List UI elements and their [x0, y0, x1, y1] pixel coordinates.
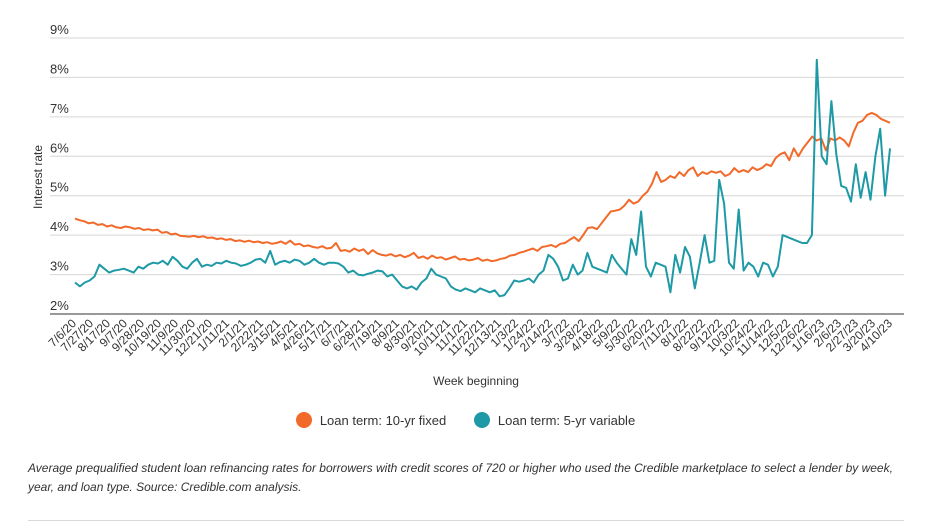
- y-tick-label: 6%: [50, 140, 69, 155]
- y-tick-label: 3%: [50, 259, 69, 274]
- line-chart: 2% 3% 4% 5% 6% 7% 8% 9% 7/6/207/27/208/17/209/7…: [31, 22, 904, 388]
- x-axis-ticks: 7/6/207/27/208/17/209/7/209/28/2010/19/2…: [46, 316, 896, 359]
- y-tick-label: 8%: [50, 61, 69, 76]
- legend: Loan term: 10-yr fixed Loan term: 5-yr v…: [0, 412, 931, 431]
- divider: [28, 520, 904, 521]
- chart-caption: Average prequalified student loan refina…: [28, 461, 893, 494]
- legend-swatch-5yr-variable: [473, 412, 490, 428]
- legend-item-5yr-variable: Loan term: 5-yr variable: [473, 412, 636, 428]
- x-axis-label: Week beginning: [433, 374, 519, 388]
- y-tick-label: 5%: [50, 180, 69, 195]
- y-axis-label: Interest rate: [31, 145, 45, 209]
- y-tick-label: 9%: [50, 22, 69, 37]
- legend-label-10yr-fixed: Loan term: 10-yr fixed: [319, 412, 447, 428]
- y-tick-label: 7%: [50, 101, 69, 116]
- legend-swatch-10yr-fixed: [295, 412, 312, 428]
- series-line-5yr-variable: [74, 58, 891, 298]
- y-axis-ticks: 2% 3% 4% 5% 6% 7% 8% 9%: [50, 22, 69, 313]
- y-tick-label: 2%: [50, 298, 69, 313]
- series-lines: [74, 58, 891, 298]
- series-line-10yr-fixed: [74, 111, 891, 263]
- legend-label-5yr-variable: Loan term: 5-yr variable: [497, 412, 636, 428]
- legend-item-10yr-fixed: Loan term: 10-yr fixed: [295, 412, 447, 428]
- gridlines: [50, 37, 904, 315]
- y-tick-label: 4%: [50, 219, 69, 234]
